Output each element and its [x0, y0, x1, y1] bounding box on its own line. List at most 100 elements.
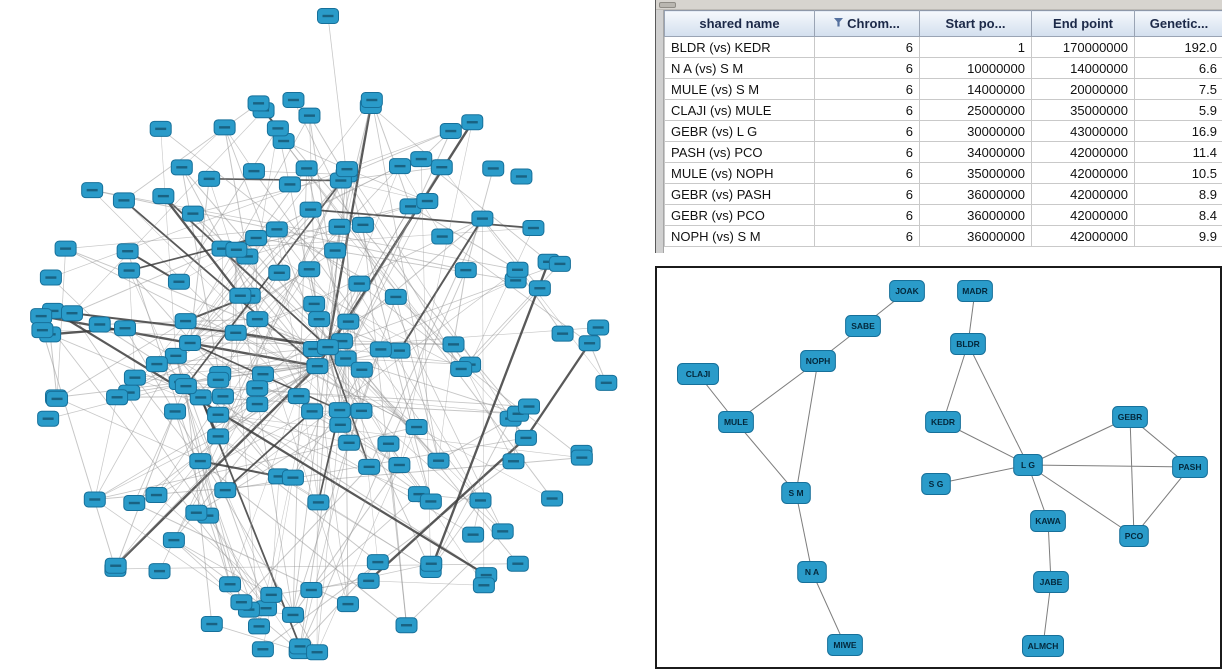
graph-edge[interactable]: [189, 209, 311, 344]
graph-edge[interactable]: [71, 248, 223, 314]
graph-edge[interactable]: [156, 436, 219, 496]
table-cell[interactable]: 35000000: [1031, 99, 1135, 121]
table-cell[interactable]: GEBR (vs) PASH: [664, 183, 815, 205]
graph-edge[interactable]: [361, 410, 379, 563]
table-cell[interactable]: 8.4: [1134, 204, 1222, 226]
table-cell[interactable]: MULE (vs) NOPH: [664, 162, 815, 184]
table-cell[interactable]: 25000000: [919, 99, 1032, 121]
graph-edge[interactable]: [399, 122, 473, 466]
graph-edge[interactable]: [283, 140, 553, 499]
table-cell[interactable]: 30000000: [919, 120, 1032, 142]
graph-node[interactable]: [677, 363, 719, 385]
graph-edge[interactable]: [1129, 416, 1135, 537]
graph-edge[interactable]: [1027, 464, 1135, 537]
table-cell[interactable]: 6: [814, 183, 920, 205]
graph-edge[interactable]: [735, 421, 797, 494]
graph-node[interactable]: [1172, 456, 1208, 478]
graph-edge[interactable]: [94, 365, 318, 500]
table-cell[interactable]: 42000000: [1031, 204, 1135, 226]
graph-edge[interactable]: [50, 277, 101, 325]
graph-edge[interactable]: [313, 348, 349, 605]
graph-node[interactable]: [925, 411, 961, 433]
table-cell[interactable]: 42000000: [1031, 225, 1135, 247]
table-row[interactable]: NOPH (vs) S M 6 36000000 42000000 9.9: [664, 225, 1222, 247]
graph-edge[interactable]: [249, 128, 279, 296]
graph-edge[interactable]: [371, 99, 439, 461]
graph-edge[interactable]: [116, 218, 483, 398]
table-cell[interactable]: CLAJI (vs) MULE: [664, 99, 815, 121]
graph-edge[interactable]: [178, 128, 279, 282]
table-row[interactable]: PASH (vs) PCO 6 34000000 42000000 11.4: [664, 141, 1222, 163]
graph-edge[interactable]: [94, 457, 582, 500]
graph-edge[interactable]: [162, 195, 242, 297]
graph-edge[interactable]: [340, 166, 442, 181]
table-cell[interactable]: 170000000: [1031, 36, 1135, 58]
graph-node[interactable]: [800, 350, 836, 372]
graph-edge[interactable]: [438, 418, 511, 462]
graph-edge[interactable]: [123, 102, 259, 201]
table-cell[interactable]: NOPH (vs) S M: [664, 225, 815, 247]
table-row[interactable]: N A (vs) S M 6 10000000 14000000 6.6: [664, 57, 1222, 79]
graph-edge[interactable]: [346, 168, 428, 202]
graph-edge[interactable]: [128, 270, 272, 595]
graph-edge[interactable]: [362, 224, 407, 626]
graph-edge[interactable]: [123, 200, 432, 502]
table-cell[interactable]: 42000000: [1031, 162, 1135, 184]
graph-edge[interactable]: [1027, 464, 1191, 468]
graph-edge[interactable]: [160, 128, 583, 458]
graph-node[interactable]: [889, 280, 925, 302]
table-cell[interactable]: 6: [814, 141, 920, 163]
graph-edge[interactable]: [420, 158, 549, 263]
table-cell[interactable]: 8.9: [1134, 183, 1222, 205]
graph-edge[interactable]: [795, 360, 819, 494]
table-cell[interactable]: PASH (vs) PCO: [664, 141, 815, 163]
graph-edge[interactable]: [310, 208, 534, 229]
table-row[interactable]: BLDR (vs) KEDR 6 1 170000000 192.0: [664, 36, 1222, 58]
graph-edge[interactable]: [469, 227, 534, 365]
table-cell[interactable]: 43000000: [1031, 120, 1135, 142]
graph-edge[interactable]: [299, 442, 350, 652]
graph-edge[interactable]: [235, 332, 260, 627]
table-cell[interactable]: 6: [814, 99, 920, 121]
graph-edge[interactable]: [239, 174, 347, 297]
graph-edge[interactable]: [173, 539, 272, 596]
graph-edge[interactable]: [327, 346, 362, 412]
graph-edge[interactable]: [56, 248, 66, 399]
graph-node[interactable]: [1030, 510, 1066, 532]
graph-edge[interactable]: [311, 493, 420, 591]
overview-canvas[interactable]: [0, 0, 652, 669]
graph-node[interactable]: [718, 411, 754, 433]
graph-edge[interactable]: [308, 115, 343, 342]
table-cell[interactable]: 36000000: [919, 204, 1032, 226]
graph-edge[interactable]: [347, 166, 443, 322]
graph-edge[interactable]: [327, 15, 347, 175]
table-cell[interactable]: 36000000: [919, 225, 1032, 247]
table-cell[interactable]: 5.9: [1134, 99, 1222, 121]
table-cell[interactable]: 192.0: [1134, 36, 1222, 58]
column-header-chrom---[interactable]: Chrom...: [814, 10, 920, 37]
filter-funnel-icon[interactable]: [834, 18, 844, 27]
graph-node[interactable]: [921, 473, 951, 495]
graph-node[interactable]: [827, 634, 863, 656]
graph-edge[interactable]: [40, 315, 267, 609]
table-cell[interactable]: 16.9: [1134, 120, 1222, 142]
table-row[interactable]: MULE (vs) S M 6 14000000 20000000 7.5: [664, 78, 1222, 100]
graph-edge[interactable]: [218, 414, 582, 458]
graph-edge[interactable]: [217, 435, 379, 563]
table-row[interactable]: GEBR (vs) PASH 6 36000000 42000000 8.9: [664, 183, 1222, 205]
table-cell[interactable]: 6: [814, 36, 920, 58]
graph-edge[interactable]: [811, 571, 846, 646]
graph-edge[interactable]: [94, 499, 242, 603]
table-cell[interactable]: 14000000: [1031, 57, 1135, 79]
graph-edge[interactable]: [41, 330, 116, 570]
graph-edge[interactable]: [367, 436, 527, 582]
graph-edge[interactable]: [395, 296, 439, 461]
graph-edge[interactable]: [482, 218, 541, 289]
graph-edge[interactable]: [942, 343, 969, 423]
graph-edge[interactable]: [279, 272, 462, 370]
graph-edge[interactable]: [795, 492, 813, 573]
graph-edge[interactable]: [222, 227, 534, 249]
table-cell[interactable]: 14000000: [919, 78, 1032, 100]
table-cell[interactable]: 6: [814, 120, 920, 142]
graph-edge[interactable]: [967, 343, 1029, 466]
